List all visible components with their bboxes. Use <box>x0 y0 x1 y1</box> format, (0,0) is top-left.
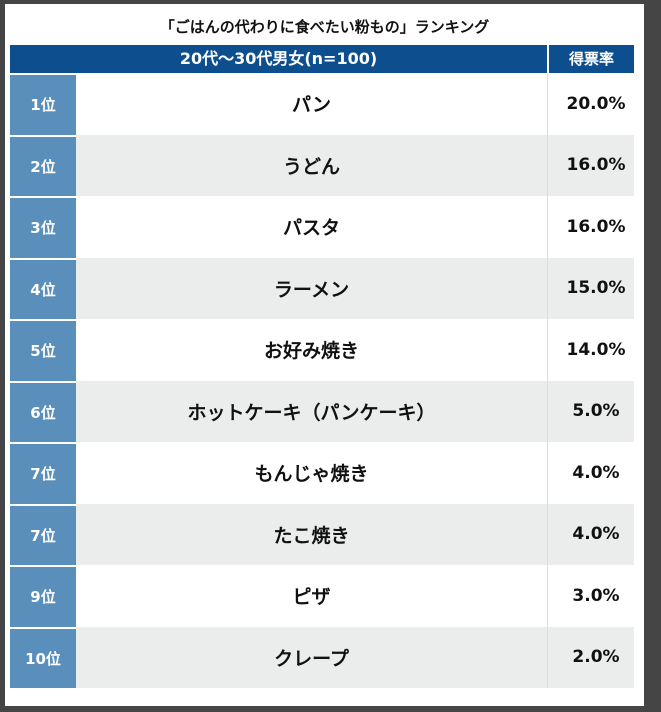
table-row: 5位 お好み焼き 14.0% <box>10 319 634 381</box>
vote-rate: 2.0% <box>548 626 634 688</box>
vote-rate: 15.0% <box>548 257 634 319</box>
item-name: パスタ <box>76 196 548 258</box>
item-name: たこ焼き <box>76 503 548 565</box>
vote-rate: 4.0% <box>548 442 634 504</box>
vote-rate: 4.0% <box>548 503 634 565</box>
rank-cell: 4位 <box>10 257 76 319</box>
rank-cell: 9位 <box>10 565 76 627</box>
vote-rate: 20.0% <box>548 73 634 135</box>
ranking-title: 「ごはんの代わりに食べたい粉もの」ランキング <box>159 18 490 36</box>
item-name: お好み焼き <box>76 319 548 381</box>
table-row: 2位 うどん 16.0% <box>10 134 634 196</box>
item-name: もんじゃ焼き <box>76 442 548 504</box>
vote-rate: 5.0% <box>548 380 634 442</box>
table-row: 10位 クレープ 2.0% <box>10 626 634 688</box>
item-name: パン <box>76 73 548 135</box>
vote-rate: 16.0% <box>548 134 634 196</box>
table-row: 1位 パン 20.0% <box>10 73 634 135</box>
rank-cell: 5位 <box>10 319 76 381</box>
table-header: 20代〜30代男女(n=100) 得票率 <box>10 45 634 73</box>
item-name: ホットケーキ（パンケーキ） <box>76 380 548 442</box>
header-vote-rate: 得票率 <box>568 50 614 68</box>
table-row: 9位 ピザ 3.0% <box>10 565 634 627</box>
rank-cell: 6位 <box>10 380 76 442</box>
rank-cell: 10位 <box>10 626 76 688</box>
vote-rate: 14.0% <box>548 319 634 381</box>
vote-rate: 3.0% <box>548 565 634 627</box>
rank-cell: 7位 <box>10 442 76 504</box>
table-row: 7位 もんじゃ焼き 4.0% <box>10 442 634 504</box>
table-row: 4位 ラーメン 15.0% <box>10 257 634 319</box>
header-group: 20代〜30代男女(n=100) <box>10 45 549 73</box>
ranking-panel: 「ごはんの代わりに食べたい粉もの」ランキング 20代〜30代男女(n=100) … <box>5 4 644 706</box>
rank-cell: 2位 <box>10 134 76 196</box>
vote-rate: 16.0% <box>548 196 634 258</box>
table-body: 1位 パン 20.0% 2位 うどん 16.0% 3位 パスタ 16.0% 4位 ラーメン 15.0%… <box>10 73 634 688</box>
item-name: うどん <box>76 134 548 196</box>
table-row: 7位 たこ焼き 4.0% <box>10 503 634 565</box>
table-row: 3位 パスタ 16.0% <box>10 196 634 258</box>
rank-cell: 7位 <box>10 503 76 565</box>
rank-cell: 1位 <box>10 73 76 135</box>
ranking-table: 20代〜30代男女(n=100) 得票率 1位 パン 20.0% 2位 うどん 16.0%… <box>10 45 634 688</box>
rank-cell: 3位 <box>10 196 76 258</box>
item-name: クレープ <box>76 626 548 688</box>
item-name: ピザ <box>76 565 548 627</box>
table-row: 6位 ホットケーキ（パンケーキ） 5.0% <box>10 380 634 442</box>
item-name: ラーメン <box>76 257 548 319</box>
